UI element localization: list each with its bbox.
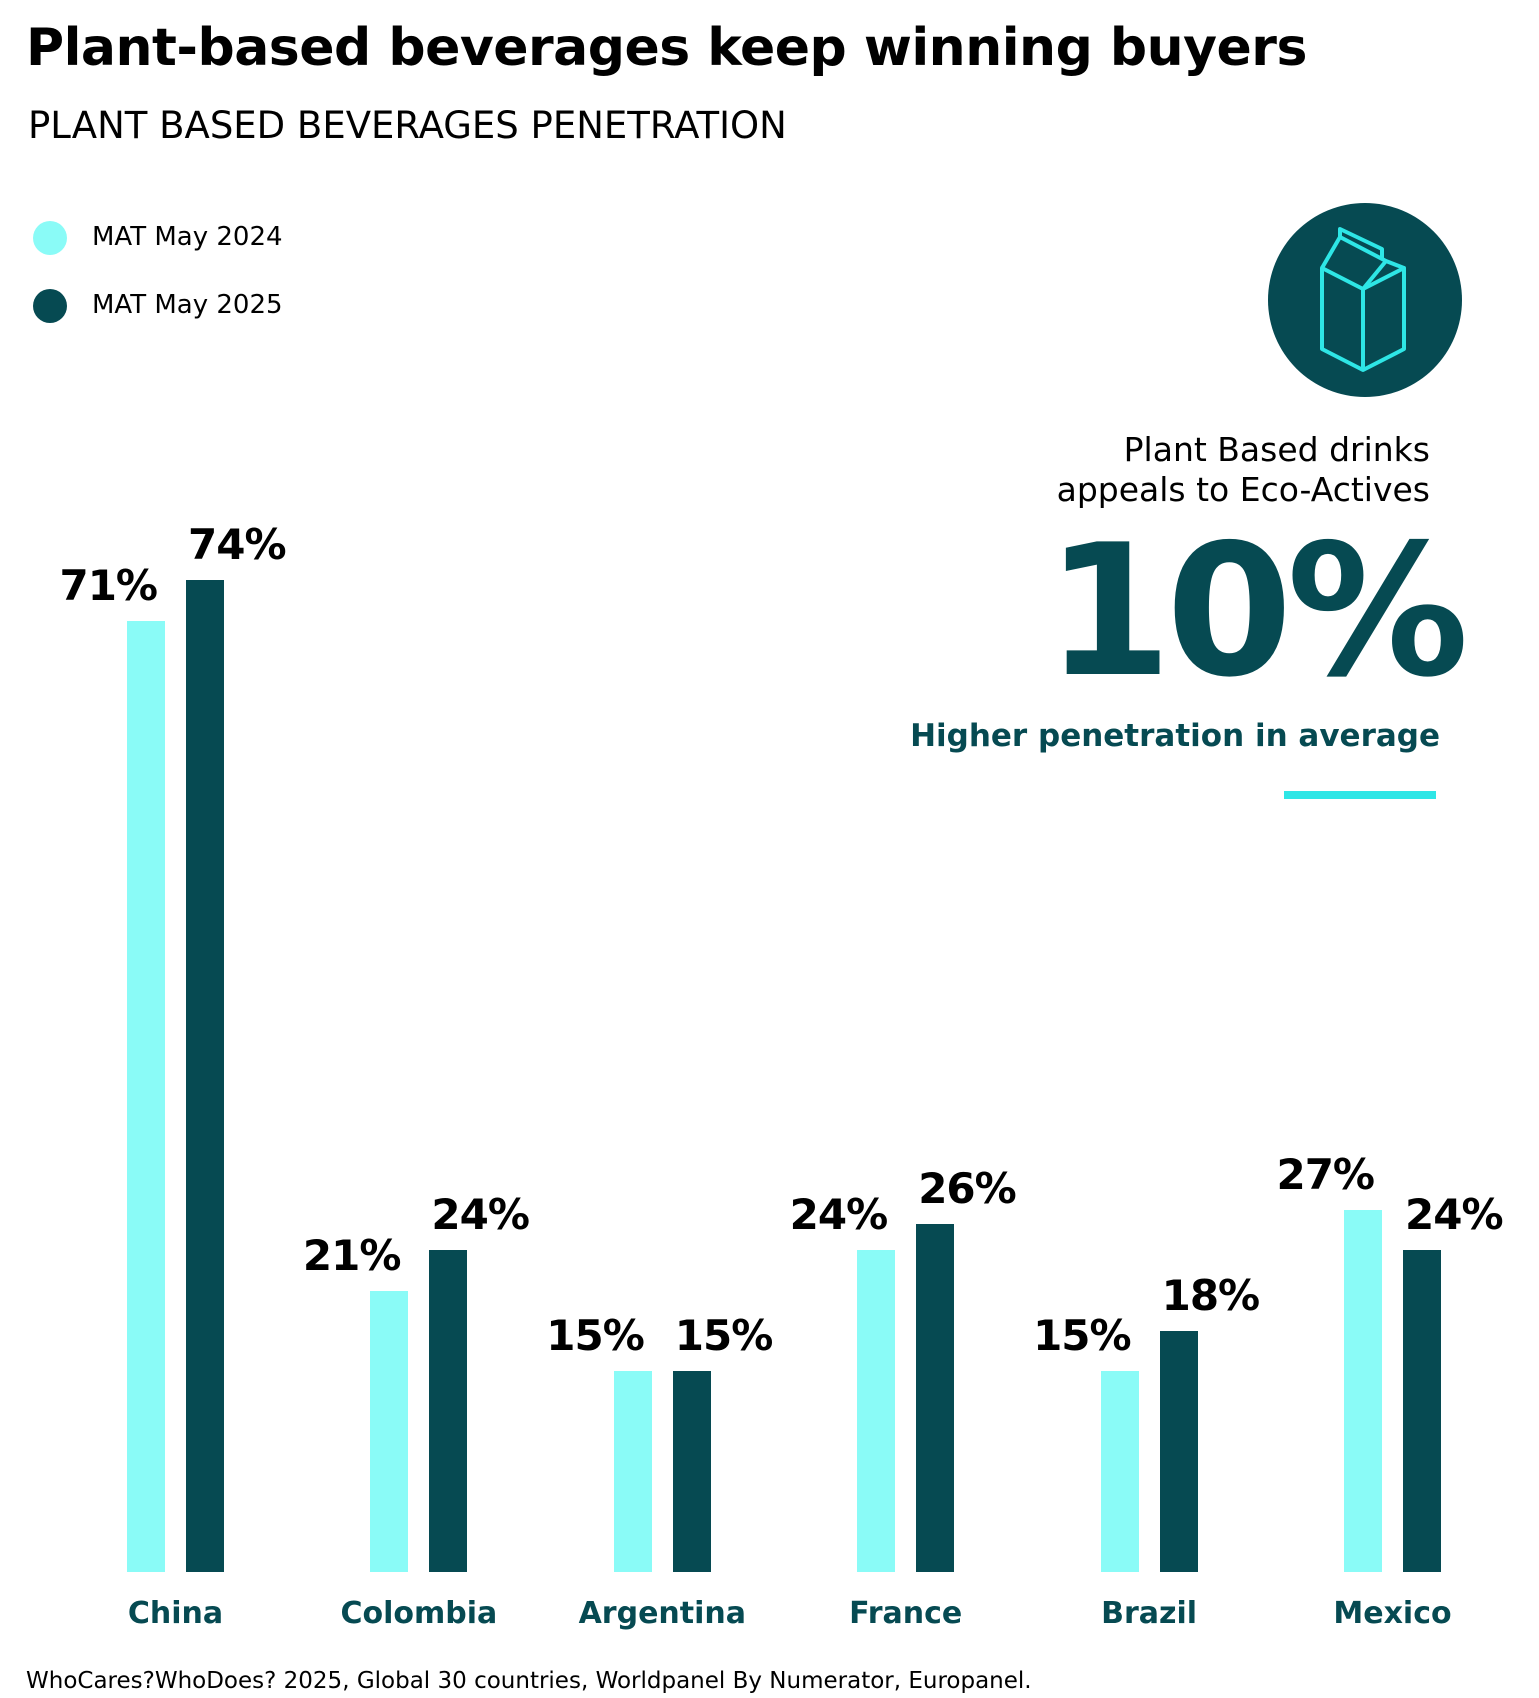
x-tick-label: Colombia	[340, 1596, 498, 1631]
legend-swatch-2024	[33, 221, 67, 255]
data-label: 26%	[918, 1163, 1017, 1213]
bar-argentina-2024	[613, 1371, 652, 1572]
bar-mexico-2024	[1344, 1210, 1382, 1572]
bar-france-2025	[916, 1223, 955, 1572]
data-label: 18%	[1161, 1270, 1261, 1320]
x-tick-label: Mexico	[1333, 1596, 1452, 1631]
data-label: 24%	[431, 1190, 530, 1240]
data-label: 27%	[1276, 1150, 1375, 1200]
bar-colombia-2024	[370, 1290, 409, 1572]
x-tick-label: Argentina	[578, 1596, 747, 1631]
callout-line-1: Plant Based drinks	[1123, 430, 1430, 469]
chart-subtitle: PLANT BASED BEVERAGES PENETRATION	[28, 104, 787, 147]
big-stat-caption: Higher penetration in average	[910, 718, 1440, 754]
data-label: 24%	[789, 1190, 889, 1240]
callout-line-2: appeals to Eco-Actives	[1056, 470, 1430, 509]
bar-brazil-2024	[1100, 1371, 1139, 1572]
data-label: 15%	[1033, 1311, 1132, 1360]
bar-mexico-2025	[1403, 1250, 1441, 1572]
callout-text: Plant Based drinks appeals to Eco-Active…	[1057, 430, 1430, 510]
accent-underline	[1284, 791, 1436, 799]
page-title: Plant-based beverages keep winning buyer…	[26, 18, 1307, 78]
data-label: 71%	[59, 560, 158, 610]
legend-swatch-2025	[33, 289, 67, 323]
bar-colombia-2025	[429, 1250, 468, 1572]
legend-label-2024: MAT May 2024	[92, 222, 283, 252]
bar-argentina-2025	[672, 1371, 711, 1572]
bar-china-2025	[186, 580, 224, 1572]
source-footnote: WhoCares?WhoDoes? 2025, Global 30 countr…	[26, 1668, 1032, 1694]
x-tick-label: Brazil	[1101, 1596, 1198, 1631]
data-label: 15%	[546, 1311, 645, 1360]
legend-label-2025: MAT May 2025	[92, 290, 283, 320]
x-tick-label: China	[127, 1596, 224, 1631]
milk-carton-icon	[1268, 203, 1462, 397]
data-label: 74%	[188, 520, 287, 570]
bar-china-2024	[127, 620, 165, 1572]
data-label: 24%	[1405, 1190, 1504, 1240]
bar-france-2024	[857, 1250, 896, 1572]
data-label: 21%	[302, 1230, 402, 1280]
bar-brazil-2025	[1159, 1330, 1198, 1572]
big-stat-value: 10%	[1045, 505, 1469, 717]
data-label: 15%	[674, 1311, 774, 1360]
x-tick-label: France	[849, 1596, 963, 1631]
